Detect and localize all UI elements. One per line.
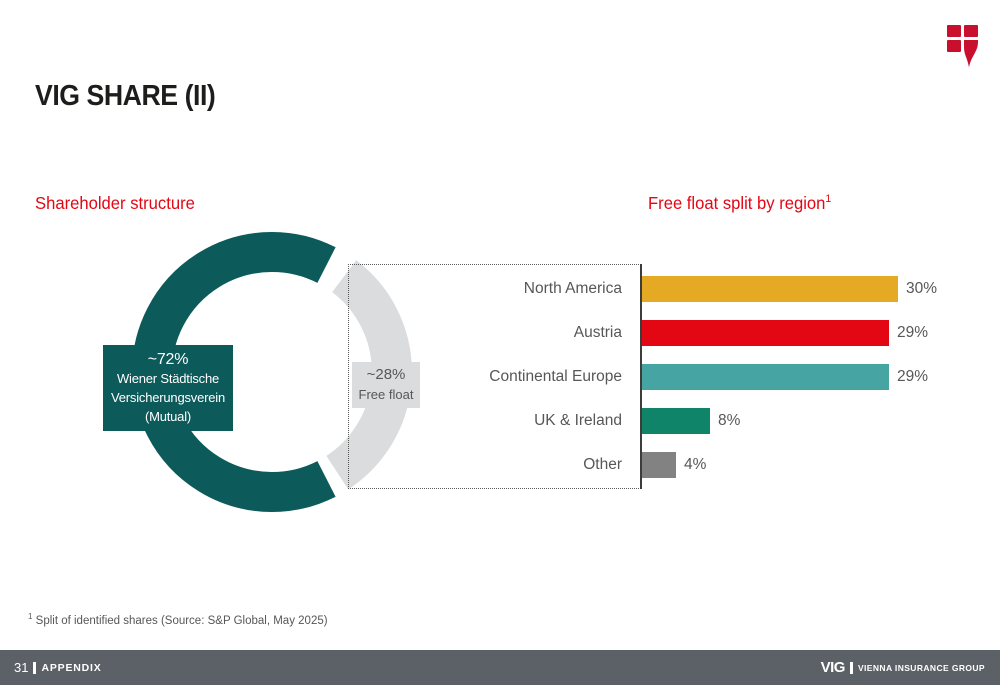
footer-brand-suffix: VIENNA INSURANCE GROUP — [857, 662, 985, 673]
free-float-percentage: ~28% — [366, 366, 406, 383]
majority-label-line: (Mutual) — [144, 409, 192, 424]
bar-category-label: Continental Europe — [489, 368, 622, 385]
footer-section-label: APPENDIX — [41, 661, 102, 674]
footnote: 1 Split of identified shares (Source: S&… — [28, 612, 328, 627]
bar-row: Other 4% — [348, 443, 960, 487]
bar-value-label: 30% — [906, 280, 938, 297]
bar — [642, 364, 889, 390]
majority-shareholder-label-box: ~72% Wiener Städtische Versicherungsvere… — [103, 345, 233, 431]
footer-brand: VIG — [820, 659, 846, 676]
bar — [642, 320, 889, 346]
footnote-text: Split of identified shares (Source: S&P … — [32, 614, 328, 627]
free-float-split-heading-text: Free float split by region — [648, 193, 826, 213]
bar-chart-axis-line — [640, 264, 642, 489]
page-number: 31 — [14, 660, 29, 675]
footer-divider-icon — [33, 661, 37, 674]
vig-shield-flame-logo-icon — [947, 25, 978, 68]
bar-value-label: 29% — [897, 368, 929, 385]
footer-divider-icon — [849, 661, 853, 674]
free-float-split-heading: Free float split by region1 — [648, 193, 831, 214]
free-float-label: Free float — [358, 387, 414, 402]
footer-bar: 31 APPENDIX VIG VIENNA INSURANCE GROUP — [0, 650, 1000, 685]
free-float-label-box: ~28% Free float — [352, 362, 420, 408]
footer-right: VIG VIENNA INSURANCE GROUP — [821, 659, 985, 676]
bar-value-label: 4% — [684, 456, 707, 473]
bar-category-label: Austria — [573, 324, 622, 341]
bar-row: North America 30% — [348, 267, 960, 311]
page-title: VIG SHARE (II) — [35, 80, 216, 112]
bar-value-label: 8% — [718, 412, 741, 429]
footnote-marker: 1 — [28, 612, 33, 621]
shareholder-structure-heading: Shareholder structure — [35, 193, 195, 213]
bar-row: UK & Ireland 8% — [348, 399, 960, 443]
bar-row: Austria 29% — [348, 311, 960, 355]
majority-label-line: Wiener Städtische — [116, 371, 220, 386]
bar-row: Continental Europe 29% — [348, 355, 960, 399]
bar-category-label: North America — [523, 280, 622, 297]
bar — [642, 276, 898, 302]
footer-left: 31 APPENDIX — [14, 660, 102, 675]
free-float-bar-chart: North America 30% Austria 29% Continental Eu… — [348, 264, 960, 487]
footnote-reference: 1 — [825, 193, 832, 206]
bar-category-label: UK & Ireland — [534, 412, 622, 429]
majority-label-line: Versicherungsverein — [111, 390, 225, 405]
bar — [642, 452, 676, 478]
bar-category-label: Other — [583, 456, 622, 473]
bar-value-label: 29% — [897, 324, 929, 341]
majority-percentage: ~72% — [147, 351, 189, 368]
bar — [642, 408, 710, 434]
